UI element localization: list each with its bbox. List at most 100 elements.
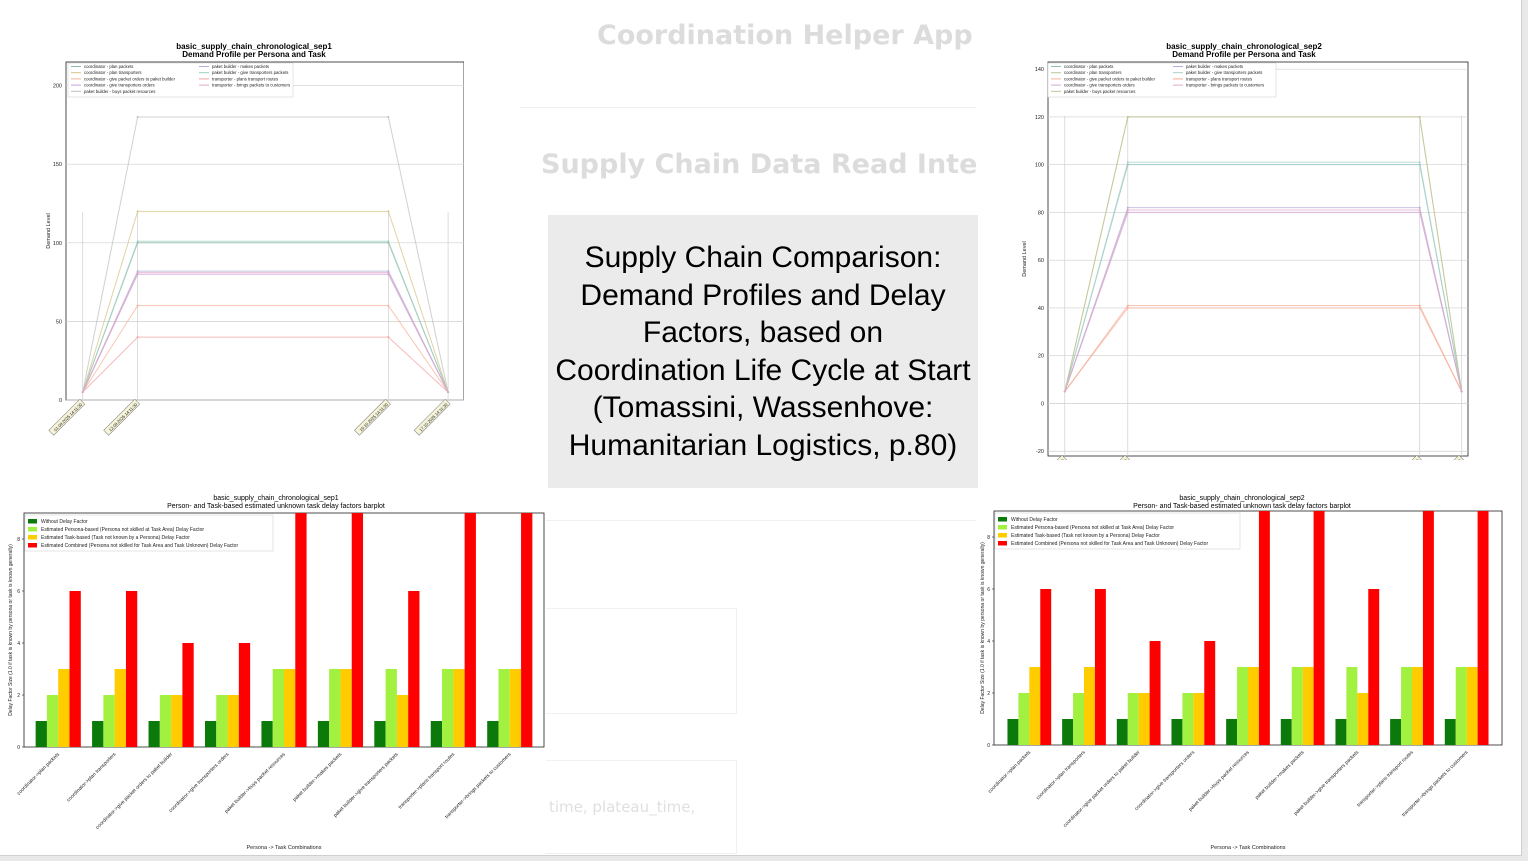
y-tick-label: 100 — [53, 241, 62, 247]
bar — [35, 721, 47, 747]
legend-label: transporter - brings packets to customer… — [1186, 83, 1264, 88]
series-line — [1064, 307, 1463, 392]
data-point — [136, 271, 139, 274]
x-tick-box — [1427, 454, 1465, 460]
x-tick: paket builder->give transporters packets — [1293, 749, 1361, 817]
line-chart-svg: basic_supply_chain_chronological_sep1Dem… — [46, 42, 464, 436]
y-tick-label: 6 — [17, 589, 20, 595]
legend-label: paket builder - buys packet resources — [84, 89, 155, 94]
data-point — [387, 240, 390, 243]
section-title: Supply Chain Data Read Interface — [541, 149, 978, 180]
background-panel — [545, 608, 737, 714]
legend-box — [67, 62, 294, 98]
y-tick-label: 0 — [59, 398, 62, 404]
bar — [238, 643, 251, 747]
data-point — [1126, 209, 1129, 212]
data-point — [387, 304, 390, 307]
bar — [1182, 693, 1194, 745]
bar — [216, 695, 228, 747]
divider — [520, 520, 976, 521]
bar — [1368, 589, 1380, 745]
bar — [509, 669, 522, 747]
series-line — [82, 116, 449, 393]
bar — [1477, 511, 1489, 745]
legend-label: Estimated Combined (Persona not skilled … — [41, 543, 238, 549]
y-tick-label: 4 — [987, 639, 990, 645]
legend-label: coordinator - plan packets — [1064, 64, 1113, 69]
bar — [442, 669, 454, 747]
y-axis-label: Delay Factor Size (1.0 if task is known … — [980, 542, 986, 714]
y-tick-label: 8 — [987, 535, 990, 541]
x-tick-label: coordinator->plan packets — [16, 751, 61, 796]
x-tick-label: 15.10.2025 14:11:30 — [1390, 457, 1421, 460]
bar — [1258, 511, 1270, 745]
bar — [1062, 719, 1074, 745]
legend-label: paket builder - makes packets — [1186, 64, 1243, 69]
bar — [69, 591, 81, 747]
legend-label: Estimated Persona-based (Persona not ski… — [1011, 525, 1174, 531]
delay-factor-barplot-sep2: basic_supply_chain_chronological_sep2 Per… — [978, 491, 1506, 853]
bar — [1280, 719, 1292, 745]
bar — [453, 669, 465, 747]
bar — [1455, 667, 1467, 745]
legend-label: Estimated Combined (Persona not skilled … — [1011, 541, 1208, 547]
bar — [1335, 719, 1347, 745]
plot-area — [1047, 61, 1469, 457]
data-point — [1418, 206, 1421, 209]
data-point — [1418, 209, 1421, 212]
y-tick-label: 150 — [53, 162, 62, 168]
bar — [46, 695, 59, 747]
legend-label: transporter - plans transport routes — [1186, 76, 1252, 81]
bar — [329, 669, 341, 747]
bar — [182, 643, 194, 747]
chart-subtitle: Person- and Task-based estimated unknown… — [167, 503, 385, 510]
data-point — [387, 271, 390, 274]
data-point — [136, 336, 139, 339]
bar — [351, 513, 364, 747]
bar — [498, 669, 510, 747]
bar — [1390, 719, 1402, 745]
x-tick-label: paket builder->give transporters packets — [1293, 749, 1361, 817]
bar — [1204, 641, 1216, 745]
legend-label: paket builder - give transporters packet… — [212, 70, 288, 75]
data-point — [447, 391, 450, 394]
delay-factor-barplot-sep1: basic_supply_chain_chronological_sep1 Per… — [6, 491, 546, 853]
bar — [1084, 667, 1095, 745]
bar — [103, 695, 115, 747]
x-tick: paket builder->give transporters packets — [332, 751, 400, 819]
legend-label: Without Delay Factor — [1011, 517, 1058, 523]
x-tick-label: 01.09.2025 14:11:30 — [53, 401, 84, 432]
y-tick-label: 100 — [1035, 163, 1044, 169]
bar-chart-svg: basic_supply_chain_chronological_sep2Per… — [980, 495, 1503, 851]
legend-label: coordinator - give packet orders to pake… — [1064, 76, 1156, 81]
bar — [1171, 719, 1183, 745]
bar — [1073, 693, 1084, 745]
y-tick-label: 60 — [1038, 258, 1044, 264]
bar — [1412, 667, 1423, 745]
y-tick-label: 80 — [1038, 210, 1044, 216]
bar — [1029, 667, 1041, 745]
legend-label: Estimated Task-based (Task not known by … — [41, 535, 190, 541]
series-line — [1064, 305, 1463, 392]
bar — [1313, 511, 1325, 745]
x-tick: coordinator->plan transporters — [1035, 749, 1087, 801]
bar — [317, 721, 330, 747]
x-tick: coordinator->plan transporters — [66, 751, 118, 803]
y-axis-label: Demand Level — [46, 213, 52, 248]
x-tick-box — [1030, 454, 1068, 460]
y-axis-label: Delay Factor Size (1.0 if task is known … — [8, 544, 14, 716]
data-point — [387, 116, 390, 119]
legend-label: coordinator - give transporters orders — [1064, 83, 1135, 88]
x-tick: 15.10.2025 14:11:30 — [354, 398, 391, 436]
caption-text: Supply Chain Comparison: Demand Profiles… — [555, 241, 971, 462]
legend-swatch — [998, 541, 1007, 546]
bar — [227, 695, 239, 747]
data-point — [1126, 304, 1129, 307]
bar — [1127, 693, 1139, 745]
bar — [204, 721, 217, 747]
data-point — [1063, 390, 1066, 393]
legend-label: paket builder - makes packets — [212, 64, 269, 69]
data-point — [81, 391, 84, 394]
series-line — [82, 210, 449, 393]
data-point — [136, 116, 139, 119]
